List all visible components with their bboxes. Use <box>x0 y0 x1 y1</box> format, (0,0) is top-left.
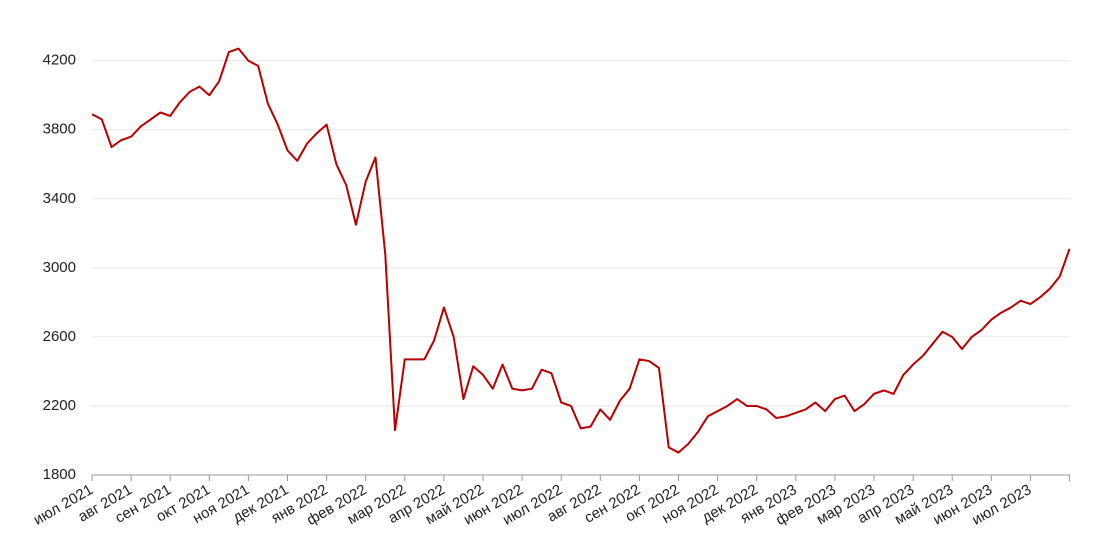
y-tick-label: 1800 <box>43 466 76 483</box>
y-tick-label: 3000 <box>43 259 76 276</box>
line <box>91 47 1071 454</box>
y-tick-label: 4200 <box>43 52 76 69</box>
y-tick-label: 2600 <box>43 328 76 345</box>
y-tick-label: 3800 <box>43 121 76 138</box>
y-tick-label: 3400 <box>43 190 76 207</box>
y-tick-label: 2200 <box>43 397 76 414</box>
